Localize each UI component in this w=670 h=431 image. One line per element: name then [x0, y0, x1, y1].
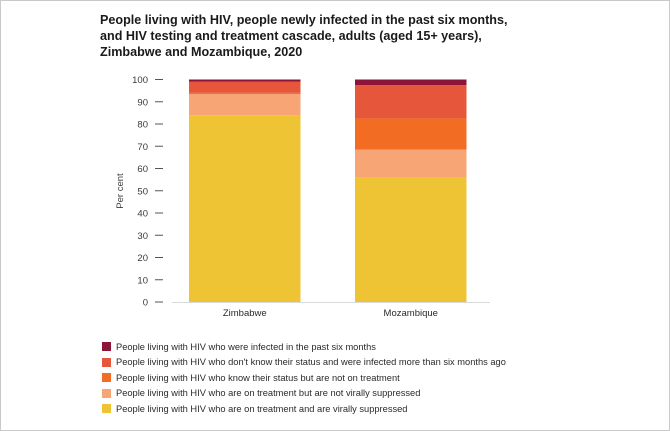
y-tick-label: 80 [137, 120, 148, 131]
bar-segment-mozambique-4 [355, 79, 467, 86]
legend-item: People living with HIV who know their st… [102, 370, 506, 386]
bar-segment-mozambique-1 [355, 149, 467, 178]
legend-label: People living with HIV who are on treatm… [116, 403, 408, 414]
legend-item: People living with HIV who were infected… [102, 339, 506, 355]
y-axis-label: Per cent [115, 173, 126, 209]
y-tick-label: 70 [137, 142, 148, 153]
chart-title: People living with HIV, people newly inf… [100, 12, 570, 60]
bar-segment-zimbabwe-3 [189, 81, 301, 93]
legend: People living with HIV who were infected… [102, 339, 506, 417]
bar-segment-mozambique-3 [355, 85, 467, 119]
y-tick-label: 40 [137, 209, 148, 220]
legend-swatch [102, 388, 111, 398]
legend-label: People living with HIV who were infected… [116, 341, 376, 352]
legend-swatch [102, 357, 111, 367]
y-tick-label: 90 [137, 97, 148, 108]
legend-label: People living with HIV who are on treatm… [116, 388, 421, 399]
bars [189, 79, 467, 302]
x-category-label: Zimbabwe [223, 308, 267, 319]
legend-label: People living with HIV who don't know th… [116, 357, 506, 368]
bar-segment-zimbabwe-4 [189, 79, 301, 82]
bar-segment-zimbabwe-2 [189, 92, 301, 94]
y-tick-label: 100 [132, 75, 148, 86]
bar-segment-zimbabwe-0 [189, 115, 301, 302]
y-tick-label: 50 [137, 186, 148, 197]
bar-segment-mozambique-0 [355, 177, 467, 302]
y-tick-label: 10 [137, 275, 148, 286]
legend-item: People living with HIV who don't know th… [102, 355, 506, 371]
y-tick-label: 20 [137, 253, 148, 264]
chart-title-line-2: and HIV testing and treatment cascade, a… [100, 29, 482, 43]
legend-swatch [102, 404, 111, 414]
legend-item: People living with HIV who are on treatm… [102, 401, 506, 417]
legend-swatch [102, 373, 111, 383]
bar-segment-zimbabwe-1 [189, 93, 301, 116]
y-axis: 0 10 20 30 40 50 60 70 80 90 100 [132, 75, 163, 309]
y-tick-label: 30 [137, 231, 148, 242]
legend-label: People living with HIV who know their st… [116, 372, 400, 383]
legend-item: People living with HIV who are on treatm… [102, 386, 506, 402]
y-tick-label: 60 [137, 164, 148, 175]
y-tick-label: 0 [143, 298, 148, 309]
chart-title-line-1: People living with HIV, people newly inf… [100, 13, 508, 27]
x-category-label: Mozambique [384, 308, 438, 319]
bar-segment-mozambique-2 [355, 118, 467, 150]
legend-swatch [102, 342, 111, 352]
category-labels: Zimbabwe Mozambique [223, 308, 438, 319]
chart-title-line-3: Zimbabwe and Mozambique, 2020 [100, 45, 303, 59]
